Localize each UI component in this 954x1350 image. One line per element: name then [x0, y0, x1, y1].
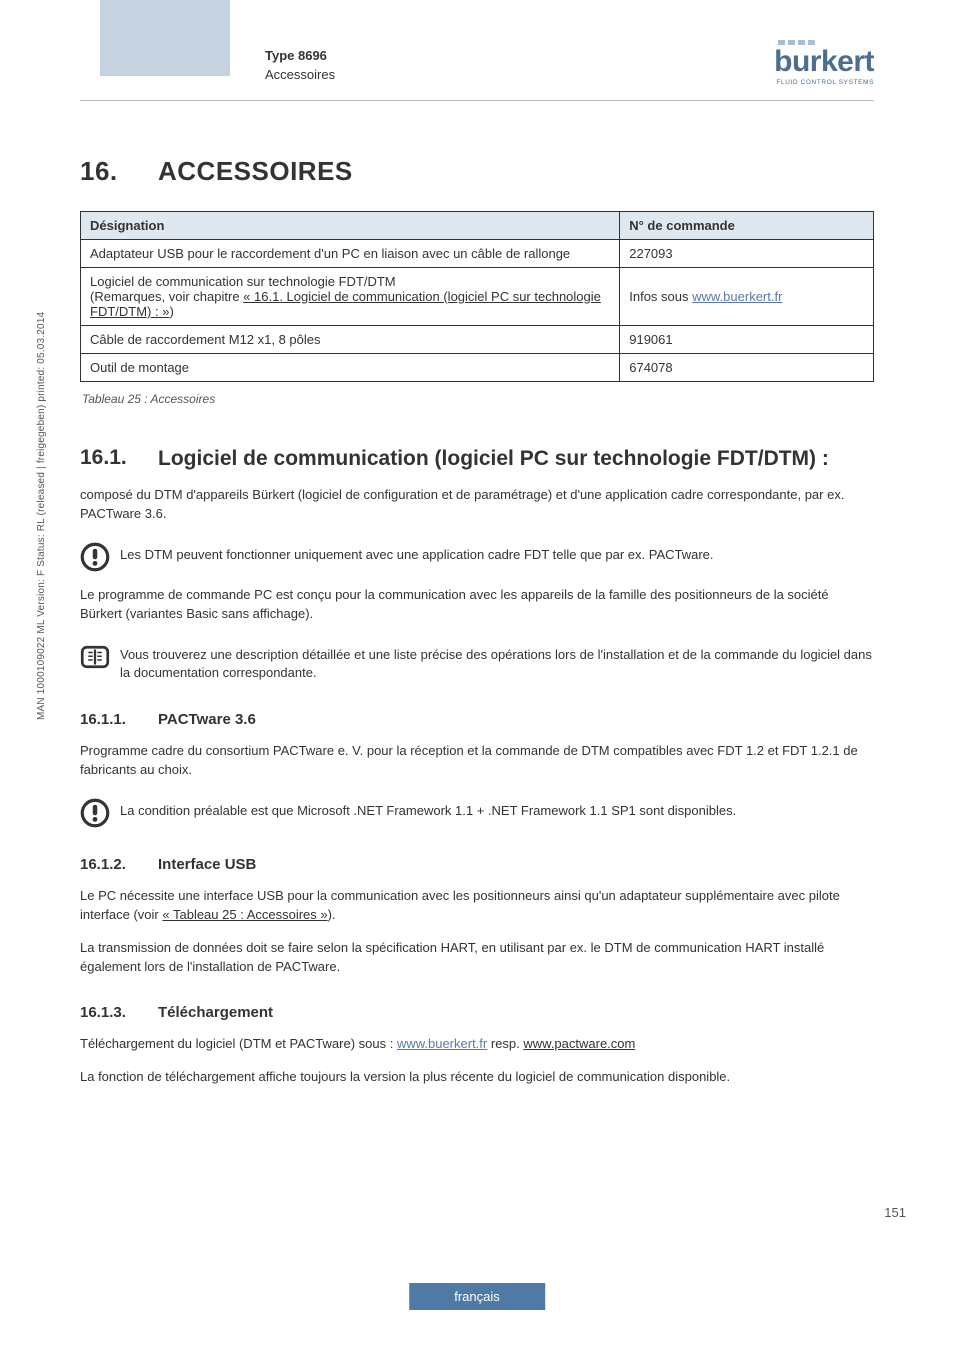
subsubsection-number: 16.1.1.: [80, 711, 158, 728]
brand-logo-text: burkert: [774, 47, 874, 77]
body-paragraph: Programme cadre du consortium PACTware e…: [80, 742, 874, 780]
table-header-designation: Désignation: [81, 212, 620, 240]
subsubsection-title: Interface USB: [158, 856, 256, 873]
body-paragraph: Le programme de commande PC est conçu po…: [80, 586, 874, 624]
section-heading: 16.ACCESSOIRES: [80, 156, 874, 187]
table-cell: Adaptateur USB pour le raccordement d'un…: [81, 240, 620, 268]
section-title: ACCESSOIRES: [158, 156, 353, 186]
table-cell: Outil de montage: [81, 354, 620, 382]
subsubsection-title: PACTware 3.6: [158, 711, 256, 728]
book-icon: [80, 642, 110, 672]
body-paragraph: La transmission de données doit se faire…: [80, 939, 874, 977]
subsubsection-heading: 16.1.1. PACTware 3.6: [80, 711, 874, 728]
subsection-heading: 16.1. Logiciel de communication (logicie…: [80, 446, 874, 472]
table-row: Adaptateur USB pour le raccordement d'un…: [81, 240, 874, 268]
download-link[interactable]: www.pactware.com: [523, 1036, 635, 1051]
table-cell: 919061: [620, 326, 874, 354]
warn-note: Les DTM peuvent fonctionner uniquement a…: [80, 542, 874, 572]
table-cell: Câble de raccordement M12 x1, 8 pôles: [81, 326, 620, 354]
subsubsection-heading: 16.1.2. Interface USB: [80, 856, 874, 873]
subsubsection-heading: 16.1.3. Téléchargement: [80, 1004, 874, 1021]
table-cell: Infos sous www.buerkert.fr: [620, 268, 874, 326]
subsubsection-number: 16.1.2.: [80, 856, 158, 873]
table-row: Câble de raccordement M12 x1, 8 pôles 91…: [81, 326, 874, 354]
body-paragraph: Le PC nécessite une interface USB pour l…: [80, 887, 874, 925]
info-note: Vous trouverez une description détaillée…: [80, 642, 874, 684]
body-paragraph: La fonction de téléchargement affiche to…: [80, 1068, 874, 1087]
table-cell-link[interactable]: www.buerkert.fr: [692, 289, 782, 304]
brand-logo-tagline: FLUID CONTROL SYSTEMS: [774, 79, 874, 86]
table-row: Logiciel de communication sur technologi…: [81, 268, 874, 326]
note-text: Les DTM peuvent fonctionner uniquement a…: [120, 542, 714, 565]
page-header: Type 8696 Accessoires burkert FLUID CONT…: [80, 0, 874, 86]
brand-logo: burkert FLUID CONTROL SYSTEMS: [774, 28, 874, 86]
page-number: 151: [884, 1205, 906, 1220]
warn-note: La condition préalable est que Microsoft…: [80, 798, 874, 828]
exclamation-icon: [80, 542, 110, 572]
accessories-table: Désignation N° de commande Adaptateur US…: [80, 211, 874, 382]
product-type-label: Type 8696: [265, 48, 335, 63]
subsubsection-title: Téléchargement: [158, 1004, 273, 1021]
section-number: 16.: [80, 156, 158, 187]
header-section-label: Accessoires: [265, 67, 335, 82]
exclamation-icon: [80, 798, 110, 828]
note-text: La condition préalable est que Microsoft…: [120, 798, 736, 821]
table-caption: Tableau 25 : Accessoires: [82, 392, 874, 406]
table-header-order-no: N° de commande: [620, 212, 874, 240]
table-cell: 227093: [620, 240, 874, 268]
table-row: Outil de montage 674078: [81, 354, 874, 382]
language-label: français: [409, 1283, 545, 1310]
subsection-number: 16.1.: [80, 446, 158, 470]
table-cell: Logiciel de communication sur technologi…: [81, 268, 620, 326]
body-paragraph: Téléchargement du logiciel (DTM et PACTw…: [80, 1035, 874, 1054]
header-tab-block: [100, 0, 230, 76]
note-text: Vous trouverez une description détaillée…: [120, 642, 874, 684]
crossref-link[interactable]: « Tableau 25 : Accessoires »: [162, 907, 327, 922]
body-paragraph: composé du DTM d'appareils Bürkert (logi…: [80, 486, 874, 524]
table-cell: 674078: [620, 354, 874, 382]
subsection-title: Logiciel de communication (logiciel PC s…: [158, 446, 874, 472]
subsubsection-number: 16.1.3.: [80, 1004, 158, 1021]
download-link[interactable]: www.buerkert.fr: [397, 1036, 487, 1051]
